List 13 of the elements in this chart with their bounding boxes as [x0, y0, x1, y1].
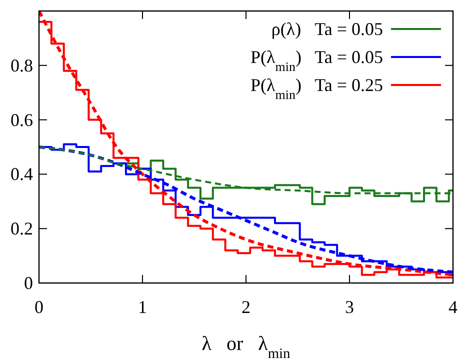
y-tick-label: 0.6 — [10, 110, 33, 130]
y-tick-label: 0 — [24, 273, 33, 293]
x-tick-label: 2 — [242, 297, 250, 317]
x-tick-label: 4 — [448, 297, 458, 317]
y-tick-label: 0.8 — [10, 55, 33, 76]
y-tick-label: 0.2 — [10, 218, 33, 239]
x-tick-label: 1 — [138, 297, 147, 317]
y-tick-label: 0.4 — [10, 164, 33, 184]
legend-label: ρ(λ) Ta = 0.05 — [271, 19, 383, 39]
legend-label: P(λ$_{min}$) Ta = 0.05 — [250, 47, 383, 74]
x-tick-label: 3 — [345, 297, 354, 317]
x-axis-title: λ or λ$_{min}$ — [202, 333, 290, 362]
legend-label: P(λ$_{min}$) Ta = 0.25 — [250, 75, 383, 102]
